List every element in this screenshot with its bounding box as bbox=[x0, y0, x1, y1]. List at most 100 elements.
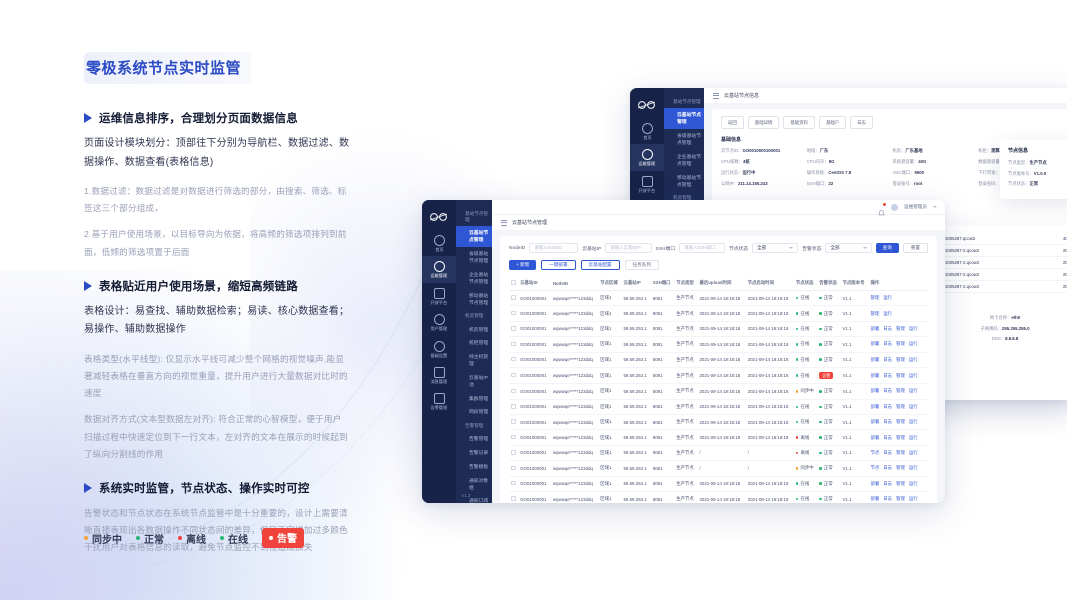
reset-button[interactable]: 重置 bbox=[902, 243, 928, 253]
op-link[interactable]: 运行 bbox=[908, 496, 918, 502]
filter-ip[interactable]: 云基站IP 请输入云基站IP bbox=[582, 243, 652, 253]
task-queue-button[interactable]: 任务队列 bbox=[624, 260, 659, 270]
table-row[interactable]: GO01000001 wqwwqe*****123ddq 区域1 59.59.253.… bbox=[509, 336, 928, 353]
row-checkbox-cell[interactable] bbox=[509, 383, 519, 400]
op-link[interactable]: 运行 bbox=[908, 465, 918, 471]
add-button[interactable]: + 新增 bbox=[509, 260, 537, 270]
row-checkbox-cell[interactable] bbox=[509, 476, 519, 492]
op-link[interactable]: 日志 bbox=[883, 372, 893, 378]
submenu-item-subscription[interactable]: 通知订阅管理 bbox=[469, 499, 489, 503]
submenu-item-mobile-node[interactable]: 移动基站节点管理 bbox=[469, 293, 489, 306]
row-checkbox[interactable] bbox=[511, 326, 516, 331]
table-row[interactable]: GO01000001 wqwwqe*****123ddq 区域1 59.59.253.… bbox=[509, 491, 928, 503]
submenu-item-alarm-mgmt[interactable]: 告警管理 bbox=[469, 437, 489, 443]
sidebar-item-platform[interactable]: 开放平台 bbox=[422, 283, 456, 309]
row-checkbox-cell[interactable] bbox=[509, 321, 519, 338]
op-link[interactable]: 部署 bbox=[870, 419, 880, 425]
main-window-nav[interactable]: 首页 运维管理 开放平台 用户管理 基础设置 消息管理 bbox=[422, 200, 492, 503]
op-link[interactable]: 管理 bbox=[870, 295, 880, 301]
op-link[interactable]: 运行 bbox=[908, 372, 918, 378]
tab-3[interactable]: 基础户 bbox=[818, 116, 847, 129]
op-link[interactable]: 日志 bbox=[883, 388, 893, 394]
sidebar-item-ops[interactable]: 运维管理 bbox=[422, 256, 456, 283]
op-link[interactable]: 运行 bbox=[908, 449, 918, 455]
table-row[interactable]: GO01000001 wqwwqe*****123ddq 区域1 59.59.253.… bbox=[509, 399, 928, 416]
table-row[interactable]: GO01000001 wqwwqe*****123ddq 区域1 59.59.253.… bbox=[509, 352, 928, 368]
op-link[interactable]: 管理 bbox=[896, 434, 905, 440]
op-link[interactable]: 管理 bbox=[896, 496, 905, 502]
cell-ops[interactable]: 节点 日志 管理 运行 bbox=[868, 445, 928, 462]
op-link[interactable]: 管理 bbox=[870, 310, 880, 316]
cell-ops[interactable]: 部署 日志 管理 运行 bbox=[868, 383, 928, 400]
search-input-port[interactable]: 请输入SSH端口 bbox=[679, 243, 725, 253]
submenu-item-ip-pool[interactable]: 云基站IP池 bbox=[469, 375, 488, 388]
cell-ops[interactable]: 部署 日志 管理 运行 bbox=[868, 367, 928, 385]
op-link[interactable]: 运行 bbox=[908, 341, 918, 347]
op-link[interactable]: 运行 bbox=[908, 480, 918, 486]
main-window[interactable]: 首页 运维管理 开放平台 用户管理 基础设置 消息管理 bbox=[422, 200, 945, 503]
op-link[interactable]: 日志 bbox=[883, 465, 893, 471]
submenu-item-3[interactable]: 移动基站节点管理 bbox=[677, 175, 701, 188]
row-checkbox[interactable] bbox=[511, 480, 516, 486]
tab-2[interactable]: 基础资料 bbox=[783, 116, 815, 129]
rail-item-1[interactable]: 运维管理 bbox=[630, 144, 664, 171]
op-link[interactable]: 运行 bbox=[883, 310, 893, 316]
submenu-item-1[interactable]: 省级基站节点管理 bbox=[677, 134, 701, 147]
op-link[interactable]: 运行 bbox=[908, 325, 918, 331]
op-link[interactable]: 日志 bbox=[883, 496, 893, 502]
row-checkbox[interactable] bbox=[511, 341, 516, 347]
table-row[interactable]: GO01000001 wqwwqe*****123ddq 区域1 59.59.253.… bbox=[509, 445, 928, 462]
search-input-ip[interactable]: 请输入云基站IP bbox=[605, 243, 652, 253]
op-link[interactable]: 部署 bbox=[870, 480, 880, 486]
cell-ops[interactable]: 管理 运行 bbox=[868, 305, 928, 322]
row-checkbox-cell[interactable] bbox=[509, 399, 519, 416]
op-link[interactable]: 日志 bbox=[883, 356, 893, 362]
op-link[interactable]: 部署 bbox=[870, 388, 880, 394]
op-link[interactable]: 运行 bbox=[908, 419, 918, 425]
select-node-status[interactable]: 全部 bbox=[752, 243, 799, 253]
row-checkbox-cell[interactable] bbox=[509, 352, 519, 368]
op-link[interactable]: 运行 bbox=[908, 403, 918, 409]
detail-tabs[interactable]: 返回 基础详情 基础资料 基础户 日志 bbox=[721, 116, 1058, 129]
chevron-down-icon[interactable] bbox=[933, 206, 937, 208]
select-alarm-status[interactable]: 全部 bbox=[825, 243, 872, 253]
cell-ops[interactable]: 部署 日志 管理 运行 bbox=[868, 399, 928, 416]
op-link[interactable]: 日志 bbox=[883, 480, 893, 486]
op-link[interactable]: 日志 bbox=[883, 325, 893, 331]
row-checkbox-cell[interactable] bbox=[509, 414, 519, 431]
rail-item-0[interactable]: 首页 bbox=[630, 118, 664, 144]
row-checkbox-cell[interactable] bbox=[509, 336, 519, 353]
op-link[interactable]: 部署 bbox=[870, 325, 880, 331]
submenu-item-room[interactable]: 机房管理 bbox=[469, 327, 489, 333]
tab-back[interactable]: 返回 bbox=[721, 116, 744, 129]
op-link[interactable]: 部署 bbox=[870, 356, 880, 362]
op-link[interactable]: 运行 bbox=[908, 388, 918, 394]
op-link[interactable]: 部署 bbox=[870, 496, 880, 502]
op-link[interactable]: 日志 bbox=[883, 449, 893, 455]
op-link[interactable]: 运行 bbox=[883, 295, 893, 301]
menu-icon[interactable] bbox=[713, 92, 719, 99]
sidebar-item-settings[interactable]: 基础设置 bbox=[422, 336, 456, 362]
row-checkbox-cell[interactable] bbox=[509, 491, 519, 503]
table-row[interactable]: GO01000001 wqwwqe*****123ddq 区域1 59.59.253.… bbox=[509, 305, 928, 322]
main-nav-rail[interactable]: 首页 运维管理 开放平台 用户管理 基础设置 消息管理 bbox=[422, 200, 456, 503]
filter-nodeid[interactable]: NodeID 请输入NodeID bbox=[509, 243, 579, 253]
op-link[interactable]: 管理 bbox=[896, 465, 905, 471]
submenu-item-cloud-node-mgmt[interactable]: 云基站节点管理 bbox=[456, 226, 492, 247]
cell-ops[interactable]: 部署 日志 管理 运行 bbox=[868, 491, 928, 503]
submenu-item-0[interactable]: 云基站节点管理 bbox=[664, 108, 704, 129]
op-link[interactable]: 管理 bbox=[896, 372, 905, 378]
submenu-item-notify-group[interactable]: 通知对象组 bbox=[469, 478, 489, 491]
rail-item-2[interactable]: 开放平台 bbox=[630, 171, 664, 197]
cell-ops[interactable]: 部署 日志 管理 运行 bbox=[868, 336, 928, 353]
cell-ops[interactable]: 部署 日志 管理 运行 bbox=[868, 352, 928, 368]
op-link[interactable]: 日志 bbox=[883, 403, 893, 409]
cell-ops[interactable]: 部署 日志 管理 运行 bbox=[868, 429, 928, 446]
op-link[interactable]: 管理 bbox=[896, 403, 905, 409]
op-link[interactable]: 管理 bbox=[896, 419, 905, 425]
submenu-item-cabinet[interactable]: 机柜管理 bbox=[469, 341, 489, 347]
table-row[interactable]: GO01000001 wqwwqe*****123ddq 区域1 59.59.253.… bbox=[509, 476, 928, 492]
submenu-item-host[interactable]: 线主机管理 bbox=[469, 355, 489, 368]
op-link[interactable]: 管理 bbox=[896, 480, 905, 486]
filter-node-status[interactable]: 节点状态 全部 bbox=[729, 243, 799, 253]
